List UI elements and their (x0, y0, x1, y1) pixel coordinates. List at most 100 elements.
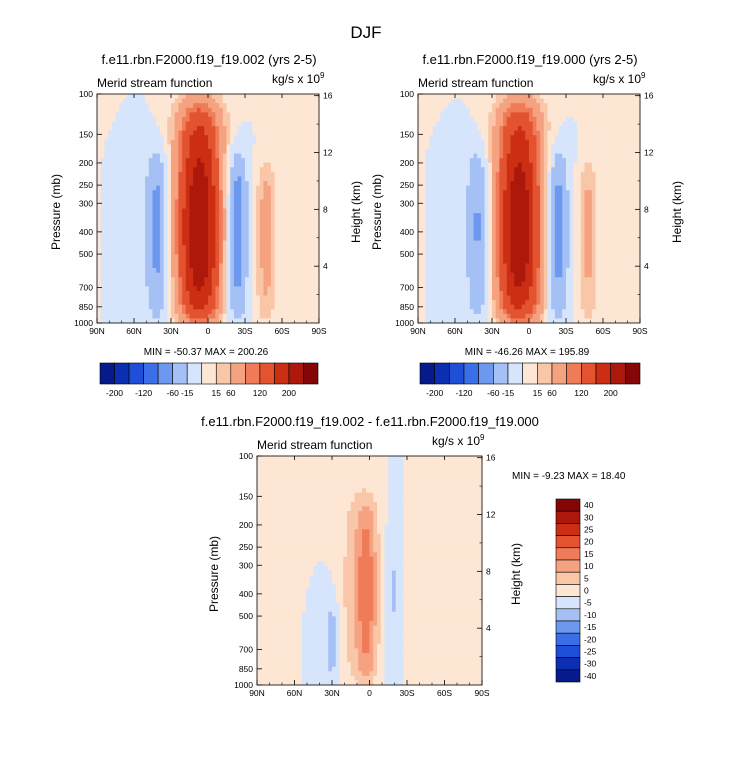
panel-b-contour-cell (495, 148, 500, 154)
panel-a-contour-cell (296, 116, 301, 122)
panel-a-contour-cell (104, 98, 109, 104)
panel-a-contour-cell (263, 103, 268, 109)
panel-b-contour-cell (455, 263, 460, 269)
panel-a-contour-cell (282, 181, 287, 186)
panel-b-contour-cell (547, 190, 552, 196)
panel-a-contour-cell (304, 277, 309, 283)
panel-a-contour-cell (311, 203, 316, 209)
panel-b-contour-cell (484, 112, 489, 118)
panel-a-contour-cell (215, 281, 220, 287)
panel-a-contour-cell (237, 258, 242, 264)
panel-a-contour-cell (307, 217, 312, 223)
panel-a-contour-cell (256, 318, 261, 324)
panel-b-contour-cell (521, 190, 526, 196)
panel-a-contour-cell (289, 158, 294, 164)
panel-a-contour-cell (122, 268, 127, 274)
panel-a-contour-cell (200, 254, 205, 260)
panel-b-contour-cell (536, 272, 541, 278)
panel-b-contour-cell (443, 295, 448, 301)
panel-a-contour-cell (267, 277, 272, 283)
panel-a-contour-cell (156, 94, 161, 99)
panel-a-contour-cell (267, 121, 272, 127)
panel-a-contour-cell (256, 217, 261, 223)
panel-a-contour-cell (315, 277, 320, 283)
panel-a-contour-cell (100, 222, 105, 228)
panel-b-contour-cell (499, 116, 504, 122)
panel-b-contour-cell (436, 203, 441, 209)
panel-b-contour-cell (429, 126, 434, 132)
panel-a-contour-cell (174, 148, 179, 154)
panel-b-contour-cell (473, 121, 478, 127)
panel-b-contour-cell (418, 277, 423, 283)
panel-b-contour-cell (418, 240, 423, 246)
panel-a-contour-cell (148, 185, 153, 191)
panel-a-contour-cell (267, 148, 272, 154)
panel-b-contour-cell (477, 245, 482, 251)
panel-a-contour-cell (159, 148, 164, 154)
panel-a-contour-cell (185, 272, 190, 278)
panel-b-contour-cell (484, 254, 489, 260)
panel-b-contour-cell (458, 135, 463, 141)
panel-a-contour-cell (108, 203, 113, 209)
panel-b-contour-cell (477, 249, 482, 255)
panel-a-contour-cell (315, 176, 320, 182)
panel-b-contour-cell (477, 135, 482, 141)
panel-b-contour-cell (488, 181, 493, 186)
panel-a-contour-cell (296, 272, 301, 278)
panel-a-contour-cell (189, 121, 194, 127)
panel-b-contour-cell (462, 103, 467, 109)
panel-a-contour-cell (307, 295, 312, 301)
panel-a-contour-cell (189, 213, 194, 219)
panel-a-contour-cell (304, 158, 309, 164)
panel-a-contour-cell (174, 263, 179, 269)
panel-a-contour-cell (230, 176, 235, 182)
panel-b-contour-cell (506, 130, 511, 136)
panel-a-contour-cell (137, 249, 142, 255)
panel-a-contour-cell (185, 98, 190, 104)
panel-b-contour-cell (506, 153, 511, 159)
panel-a-contour-cell (233, 126, 238, 132)
panel-a-contour-cell (134, 98, 139, 104)
panel-a-contour-cell (134, 304, 139, 310)
panel-b-contour-cell (558, 121, 563, 127)
panel-b-contour-cell (543, 217, 548, 223)
panel-b-contour-cell (499, 199, 504, 205)
panel-a-contour-cell (285, 107, 290, 113)
panel-a-contour-cell (126, 103, 131, 109)
panel-b-contour-cell (418, 190, 423, 196)
panel-a-contour-cell (315, 295, 320, 301)
panel-a-contour-cell (108, 222, 113, 228)
panel-a-contour-cell (289, 167, 294, 173)
panel-a-contour-cell (178, 222, 183, 228)
panel-a-contour-cell (171, 231, 176, 237)
panel-a-contour-cell (237, 148, 242, 154)
panel-b-contour-cell (543, 135, 548, 141)
panel-a-contour-cell (245, 167, 250, 173)
panel-a-contour-cell (307, 167, 312, 173)
panel-a-contour-cell (315, 181, 320, 186)
panel-b-contour-cell (480, 185, 485, 191)
panel-b-contour-cell (543, 171, 548, 177)
panel-a-contour-cell (230, 258, 235, 264)
panel-a-contour-cell (104, 231, 109, 237)
panel-b-contour-cell (543, 148, 548, 154)
panel-a-contour-cell (152, 116, 157, 122)
panel-b-left-label: Merid stream function (418, 76, 533, 90)
panel-a-contour-cell (300, 272, 305, 278)
panel-b-contour-cell (532, 309, 537, 315)
panel-a-contour-cell (285, 281, 290, 287)
panel-a-contour-cell (134, 171, 139, 177)
panel-b-contour-cell (436, 144, 441, 150)
panel-a-contour-cell (296, 290, 301, 296)
panel-b-contour-cell (499, 254, 504, 260)
panel-a-contour-cell (97, 286, 102, 292)
panel-a-contour-cell (182, 254, 187, 260)
panel-a-contour-cell (185, 286, 190, 292)
panel-a-contour-cell (263, 272, 268, 278)
panel-a-contour-cell (233, 144, 238, 150)
panel-a-contour-cell (278, 176, 283, 182)
panel-b-contour-cell (473, 176, 478, 182)
panel-a-contour-cell (233, 194, 238, 200)
panel-a-contour-cell (122, 222, 127, 228)
panel-a-contour-cell (256, 309, 261, 315)
